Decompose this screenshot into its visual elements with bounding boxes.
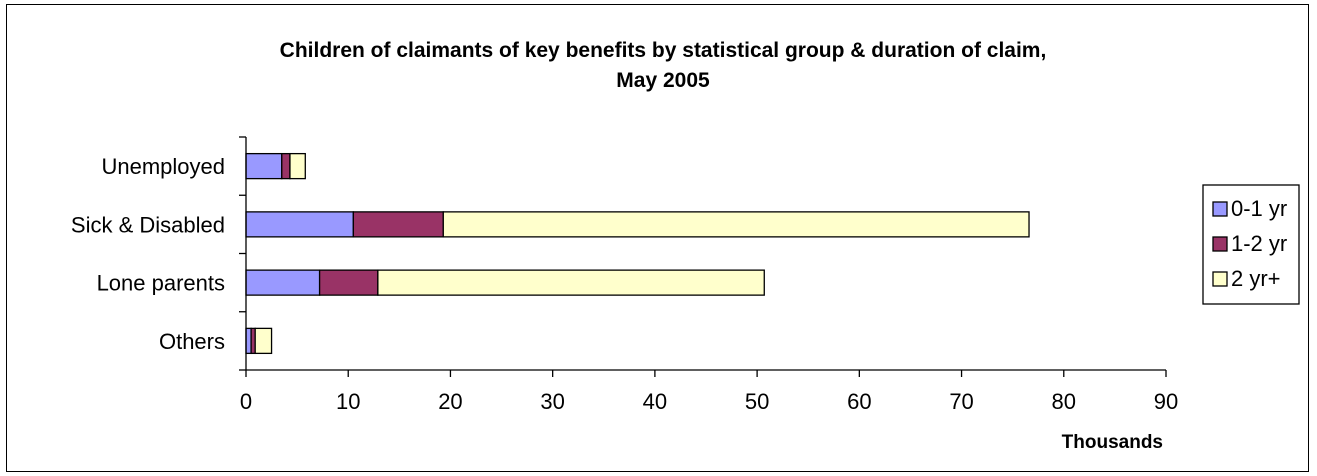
category-label: Sick & Disabled <box>71 212 225 237</box>
x-tick-label: 90 <box>1154 389 1178 414</box>
bar-others-2-yr- <box>254 327 273 355</box>
chart-title-line-2: May 2005 <box>616 69 710 92</box>
bar-lone-parents-0-1-yr <box>245 269 321 296</box>
category-label: Lone parents <box>97 271 225 296</box>
category-label: Others <box>159 329 225 354</box>
chart-title-line-1: Children of claimants of key benefits by… <box>280 39 1047 62</box>
bar-sick-disabled-2-yr- <box>442 211 1030 238</box>
legend-swatch <box>1212 201 1228 217</box>
bar-unemployed-2-yr- <box>289 152 306 180</box>
bar-unemployed-1-2-yr <box>281 152 291 180</box>
legend-label: 1-2 yr <box>1231 231 1287 256</box>
x-tick-label: 50 <box>745 389 769 414</box>
legend-swatch <box>1212 271 1228 287</box>
bar-others-0-1-yr <box>245 327 252 355</box>
tick-labels: 0 10 20 30 40 50 60 70 80 90 <box>240 389 1178 414</box>
x-tick-label: 70 <box>949 389 973 414</box>
legend-swatch <box>1212 236 1228 252</box>
x-tick-label: 80 <box>1052 389 1076 414</box>
x-tick-label: 60 <box>847 389 871 414</box>
x-tick-label: 10 <box>336 389 360 414</box>
chart-frame <box>6 4 1309 472</box>
legend: 0-1 yr 1-2 yr 2 yr+ <box>1202 184 1300 305</box>
x-tick-label: 40 <box>643 389 667 414</box>
legend-label: 2 yr+ <box>1231 266 1281 291</box>
units-label: Thousands <box>1062 432 1163 453</box>
bar-sick-disabled-0-1-yr <box>245 211 354 238</box>
axes-group <box>239 136 1167 377</box>
bar-lone-parents-1-2-yr <box>318 269 379 296</box>
bars-group <box>245 152 1030 355</box>
bar-unemployed-0-1-yr <box>245 152 283 180</box>
x-tick-label: 20 <box>438 389 462 414</box>
bar-sick-disabled-1-2-yr <box>352 211 444 238</box>
category-label: Unemployed <box>101 154 225 179</box>
category-labels: Unemployed Sick & Disabled Lone parents Oth… <box>71 154 225 354</box>
x-tick-label: 0 <box>240 389 252 414</box>
legend-label: 0-1 yr <box>1231 196 1287 221</box>
bar-lone-parents-2-yr- <box>377 269 765 296</box>
x-tick-label: 30 <box>540 389 564 414</box>
